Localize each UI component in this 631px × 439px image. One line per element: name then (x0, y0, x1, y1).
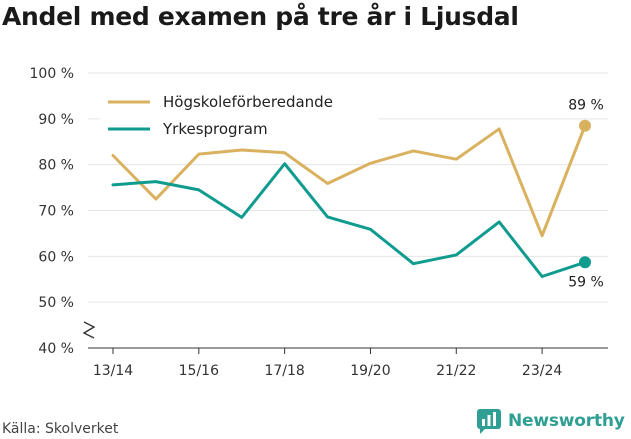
y-tick-label: 100 % (30, 66, 74, 82)
y-axis-break (82, 321, 96, 339)
legend-label: Yrkesprogram (162, 120, 268, 138)
x-tick-label: 23/24 (522, 363, 562, 379)
y-tick-label: 90 % (38, 112, 74, 128)
y-tick-label: 60 % (38, 249, 74, 265)
series-line (111, 162, 587, 278)
x-tick-label: 17/18 (264, 363, 304, 379)
end-value-label: 59 % (568, 274, 604, 290)
axes: 40 % 50 % 60 % 70 % 80 % 90 % 100 % 13/14 15/16 1… (30, 66, 608, 379)
y-tick-label: 70 % (38, 204, 74, 220)
y-tick-label: 50 % (38, 295, 74, 311)
x-tick-label: 15/16 (179, 363, 219, 379)
legend: Högskoleförberedande Yrkesprogram (100, 88, 378, 144)
y-tick-label: 80 % (38, 158, 74, 174)
series-line (111, 124, 587, 238)
series-lines: 89 % 59 % (111, 98, 604, 290)
x-tick-label: 13/14 (93, 363, 133, 379)
end-point (579, 256, 591, 269)
legend-background (100, 88, 378, 144)
gridlines (88, 72, 608, 303)
source-note: Källa: Skolverket (2, 421, 119, 437)
end-point (579, 119, 591, 132)
x-tick-label: 21/22 (436, 363, 476, 379)
x-tick-label: 19/20 (350, 363, 390, 379)
brand-name: Newsworthy (508, 411, 625, 431)
end-value-label: 89 % (568, 98, 604, 114)
y-tick-label: 40 % (38, 341, 74, 357)
chart-title: Andel med examen på tre år i Ljusdal (2, 2, 519, 31)
newsworthy-logo-icon (477, 409, 501, 434)
legend-label: Högskoleförberedande (163, 93, 333, 111)
brand-logo: Newsworthy (476, 408, 625, 434)
